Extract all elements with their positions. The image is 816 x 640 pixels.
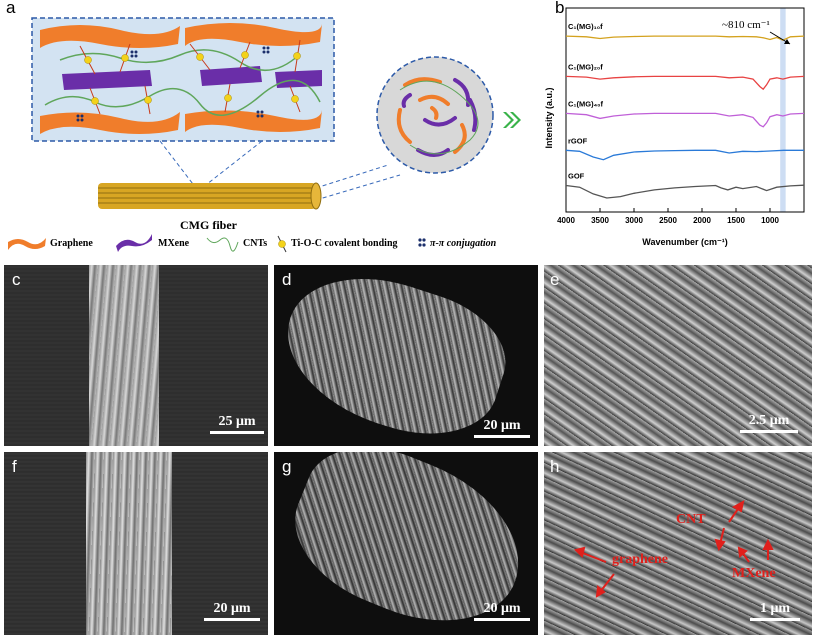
y-axis-label: Intensity (a.u.) — [544, 87, 554, 148]
x-tick-label: 1500 — [727, 216, 745, 225]
legend-tioc: Ti-O-C covalent bonding — [291, 238, 398, 249]
cnt-legend-icon — [206, 237, 239, 252]
panel-label-b: b — [555, 0, 565, 17]
series-line — [565, 112, 805, 128]
panel-label-g: g — [282, 457, 292, 476]
schematic-panel-a — [8, 17, 521, 253]
graphene-legend-icon — [8, 238, 46, 250]
series-line — [565, 149, 804, 161]
mxene-sheet — [200, 66, 262, 86]
series-label: C₁(MG)₄₀f — [568, 99, 604, 108]
annotation-cnt: CNT — [676, 512, 706, 527]
plot-frame — [565, 7, 805, 213]
sem-image-f — [4, 452, 268, 635]
x-tick-label: 2000 — [693, 216, 711, 225]
peak-annotation: ~810 cm⁻¹ — [722, 19, 770, 31]
series-line — [565, 35, 805, 41]
scale-text-c: 25 μm — [218, 414, 256, 429]
x-tick-label: 2500 — [659, 216, 677, 225]
annotation-arrows-h — [574, 500, 774, 598]
scale-bar-h: 1 μm — [750, 601, 800, 621]
series-label: C₁(MG)₂₀f — [568, 62, 603, 71]
mxene-sheet — [62, 70, 152, 90]
scale-bar-c: 25 μm — [210, 414, 264, 434]
panel-label-e: e — [550, 270, 560, 289]
scale-text-d: 20 μm — [483, 418, 521, 433]
scale-text-h: 1 μm — [759, 601, 791, 616]
series-line — [565, 75, 805, 91]
legend-graphene: Graphene — [50, 238, 93, 249]
scale-bar-g: 20 μm — [474, 601, 530, 621]
scale-text-e: 2.5 μm — [748, 413, 790, 428]
bond-legend-icon — [277, 235, 287, 253]
mxene-sheet — [275, 70, 322, 88]
sem-image-g — [274, 452, 538, 635]
annotation-graphene: graphene — [612, 552, 668, 567]
series-label: C₁(MG)₁₀f — [568, 22, 603, 31]
x-tick-label: 4000 — [557, 216, 575, 225]
x-axis-label: Wavenumber (cm⁻¹) — [642, 237, 727, 247]
series-line — [565, 184, 805, 199]
series-labels: C₁(MG)₁₀f C₁(MG)₂₀f C₁(MG)₄₀f rGOF GOF — [568, 22, 604, 180]
x-tick-label: 1000 — [761, 216, 779, 225]
graphene-sheet — [185, 23, 322, 46]
series-label: GOF — [568, 172, 585, 181]
series-label: rGOF — [568, 136, 588, 145]
mxene-legend-icon — [116, 234, 152, 252]
highlight-band — [780, 8, 786, 212]
cmg-fiber — [98, 182, 322, 210]
legend-cnts: CNTs — [243, 238, 268, 249]
scale-bar-f: 20 μm — [204, 601, 260, 621]
x-tick-label: 3000 — [625, 216, 643, 225]
fiber-label: CMG fiber — [180, 218, 237, 232]
annotation-mxene: MXene — [732, 566, 776, 581]
legend-mxene: MXene — [158, 238, 190, 249]
graphene-sheet — [40, 25, 180, 48]
panel-label-f: f — [12, 457, 17, 476]
panel-label-d: d — [282, 270, 292, 289]
x-tick-label: 3500 — [591, 216, 609, 225]
graphene-sheet — [40, 112, 180, 134]
scale-text-f: 20 μm — [213, 601, 251, 616]
x-ticks: 4000 3500 3000 2500 2000 1500 1000 — [557, 208, 779, 225]
series-lines — [565, 35, 805, 199]
pipi-legend-icon — [418, 238, 426, 247]
panel-label-h: h — [550, 457, 560, 476]
scale-bar-d: 20 μm — [474, 418, 530, 438]
legend-pipi: π-π conjugation — [430, 238, 497, 249]
cnt-strand — [59, 49, 301, 72]
scale-text-g: 20 μm — [483, 601, 521, 616]
sem-image-e — [544, 265, 812, 446]
sem-image-c — [4, 265, 268, 446]
panel-label-a: a — [6, 0, 16, 17]
ftir-chart: 4000 3500 3000 2500 2000 1500 1000 C₁(MG)₁₀fC₁… — [544, 7, 805, 247]
scale-bar-e: 2.5 μm — [740, 413, 798, 433]
sem-image-d — [274, 265, 538, 446]
panel-label-c: c — [12, 270, 21, 289]
